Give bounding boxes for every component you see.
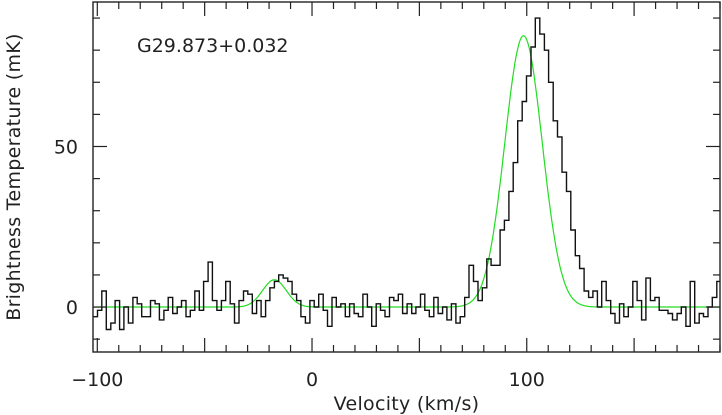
plot-frame — [92, 1, 721, 353]
x-axis-title: Velocity (km/s) — [334, 393, 480, 415]
plot-area — [93, 17, 720, 331]
tick-labels: −100 0 100 0 50 — [54, 136, 545, 391]
source-annotation: G29.873+0.032 — [137, 35, 289, 57]
y-axis-title: Brightness Temperature (mK) — [3, 33, 25, 321]
fit-series-line — [93, 35, 720, 308]
x-tick-label: −100 — [71, 369, 123, 391]
x-tick-label: 0 — [306, 369, 318, 391]
y-tick-label: 0 — [66, 297, 78, 319]
x-tick-label: 100 — [509, 369, 545, 391]
observed-series-line — [93, 17, 720, 331]
y-tick-label: 50 — [54, 136, 78, 158]
axis-ticks — [93, 2, 721, 352]
